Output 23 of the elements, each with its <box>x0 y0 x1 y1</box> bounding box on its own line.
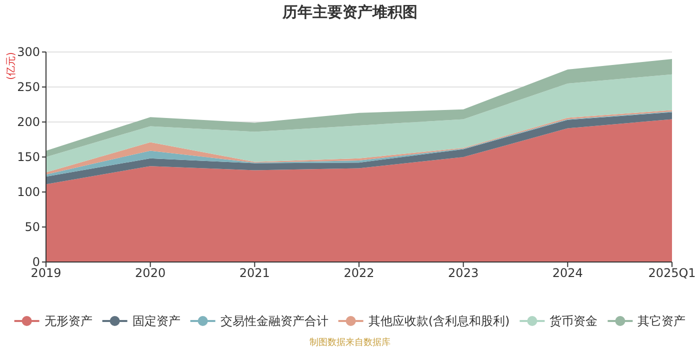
x-tick-label: 2023 <box>448 266 479 280</box>
x-tick-label: 2021 <box>239 266 270 280</box>
y-tick-label: 150 <box>17 150 40 164</box>
y-tick-label: 50 <box>24 220 40 234</box>
x-tick-label: 2022 <box>344 266 374 280</box>
legend-label: 货币资金 <box>550 314 598 328</box>
y-tick-label: 250 <box>17 80 40 94</box>
y-tick-label: 300 <box>17 45 40 59</box>
y-tick-label: 200 <box>17 115 40 129</box>
legend-label: 无形资产 <box>44 314 92 328</box>
legend-label: 其他应收款(含利息和股利) <box>368 314 510 328</box>
x-tick-label: 2019 <box>30 266 62 280</box>
legend-label: 交易性金融资产合计 <box>220 314 328 328</box>
chart-title: 历年主要资产堆积图 <box>282 3 418 21</box>
x-tick-label: 2025Q1 <box>648 266 696 280</box>
legend-label: 固定资产 <box>132 314 180 328</box>
y-tick-label: 100 <box>17 185 40 199</box>
y-tick-label: 0 <box>32 255 40 269</box>
y-axis-title: (亿元) <box>6 52 17 80</box>
text: 制图数据来自数据库 <box>310 337 390 348</box>
x-tick-label: 2024 <box>552 266 583 280</box>
legend-label: 其它资产 <box>638 314 686 328</box>
x-tick-label: 2020 <box>135 266 166 280</box>
